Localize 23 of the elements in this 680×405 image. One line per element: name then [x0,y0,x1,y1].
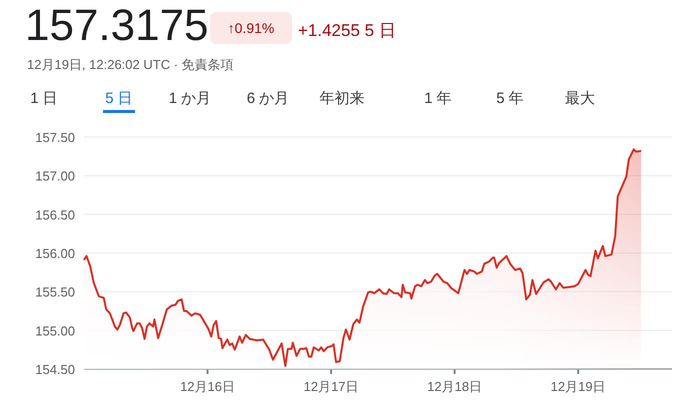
chart-subtitle: 12月19日, 12:26:02 UTC · 免責条項 [27,57,234,72]
x-tick-label: 12月18日 [427,379,482,394]
text: 1 年 [424,90,452,107]
text: 年初来 [320,90,364,107]
text: 1 か月 [168,90,212,107]
y-tick-label: 156.00 [35,246,75,261]
y-tick-label: 157.00 [35,168,75,184]
text: 5 年 [496,90,524,107]
y-tick-label: 157.50 [35,130,75,145]
y-tick-label: 154.50 [35,362,75,377]
x-tick-label: 12月16日 [180,379,235,394]
x-tick-label: 12月19日 [550,379,606,394]
y-tick-label: 155.00 [35,323,75,338]
text: 5 日 [105,90,133,107]
text: 最大 [565,90,595,107]
x-tick-label: 12月17日 [304,379,359,394]
y-tick-label: 155.50 [35,284,75,300]
text: 6 か月 [246,90,290,107]
text: 1 日 [30,90,58,107]
text: +1.4255 5 日 [298,21,396,40]
text: ↑0.91% [228,20,274,36]
y-tick-label: 156.50 [35,207,75,222]
chart-title: 157.3175 [25,1,209,50]
